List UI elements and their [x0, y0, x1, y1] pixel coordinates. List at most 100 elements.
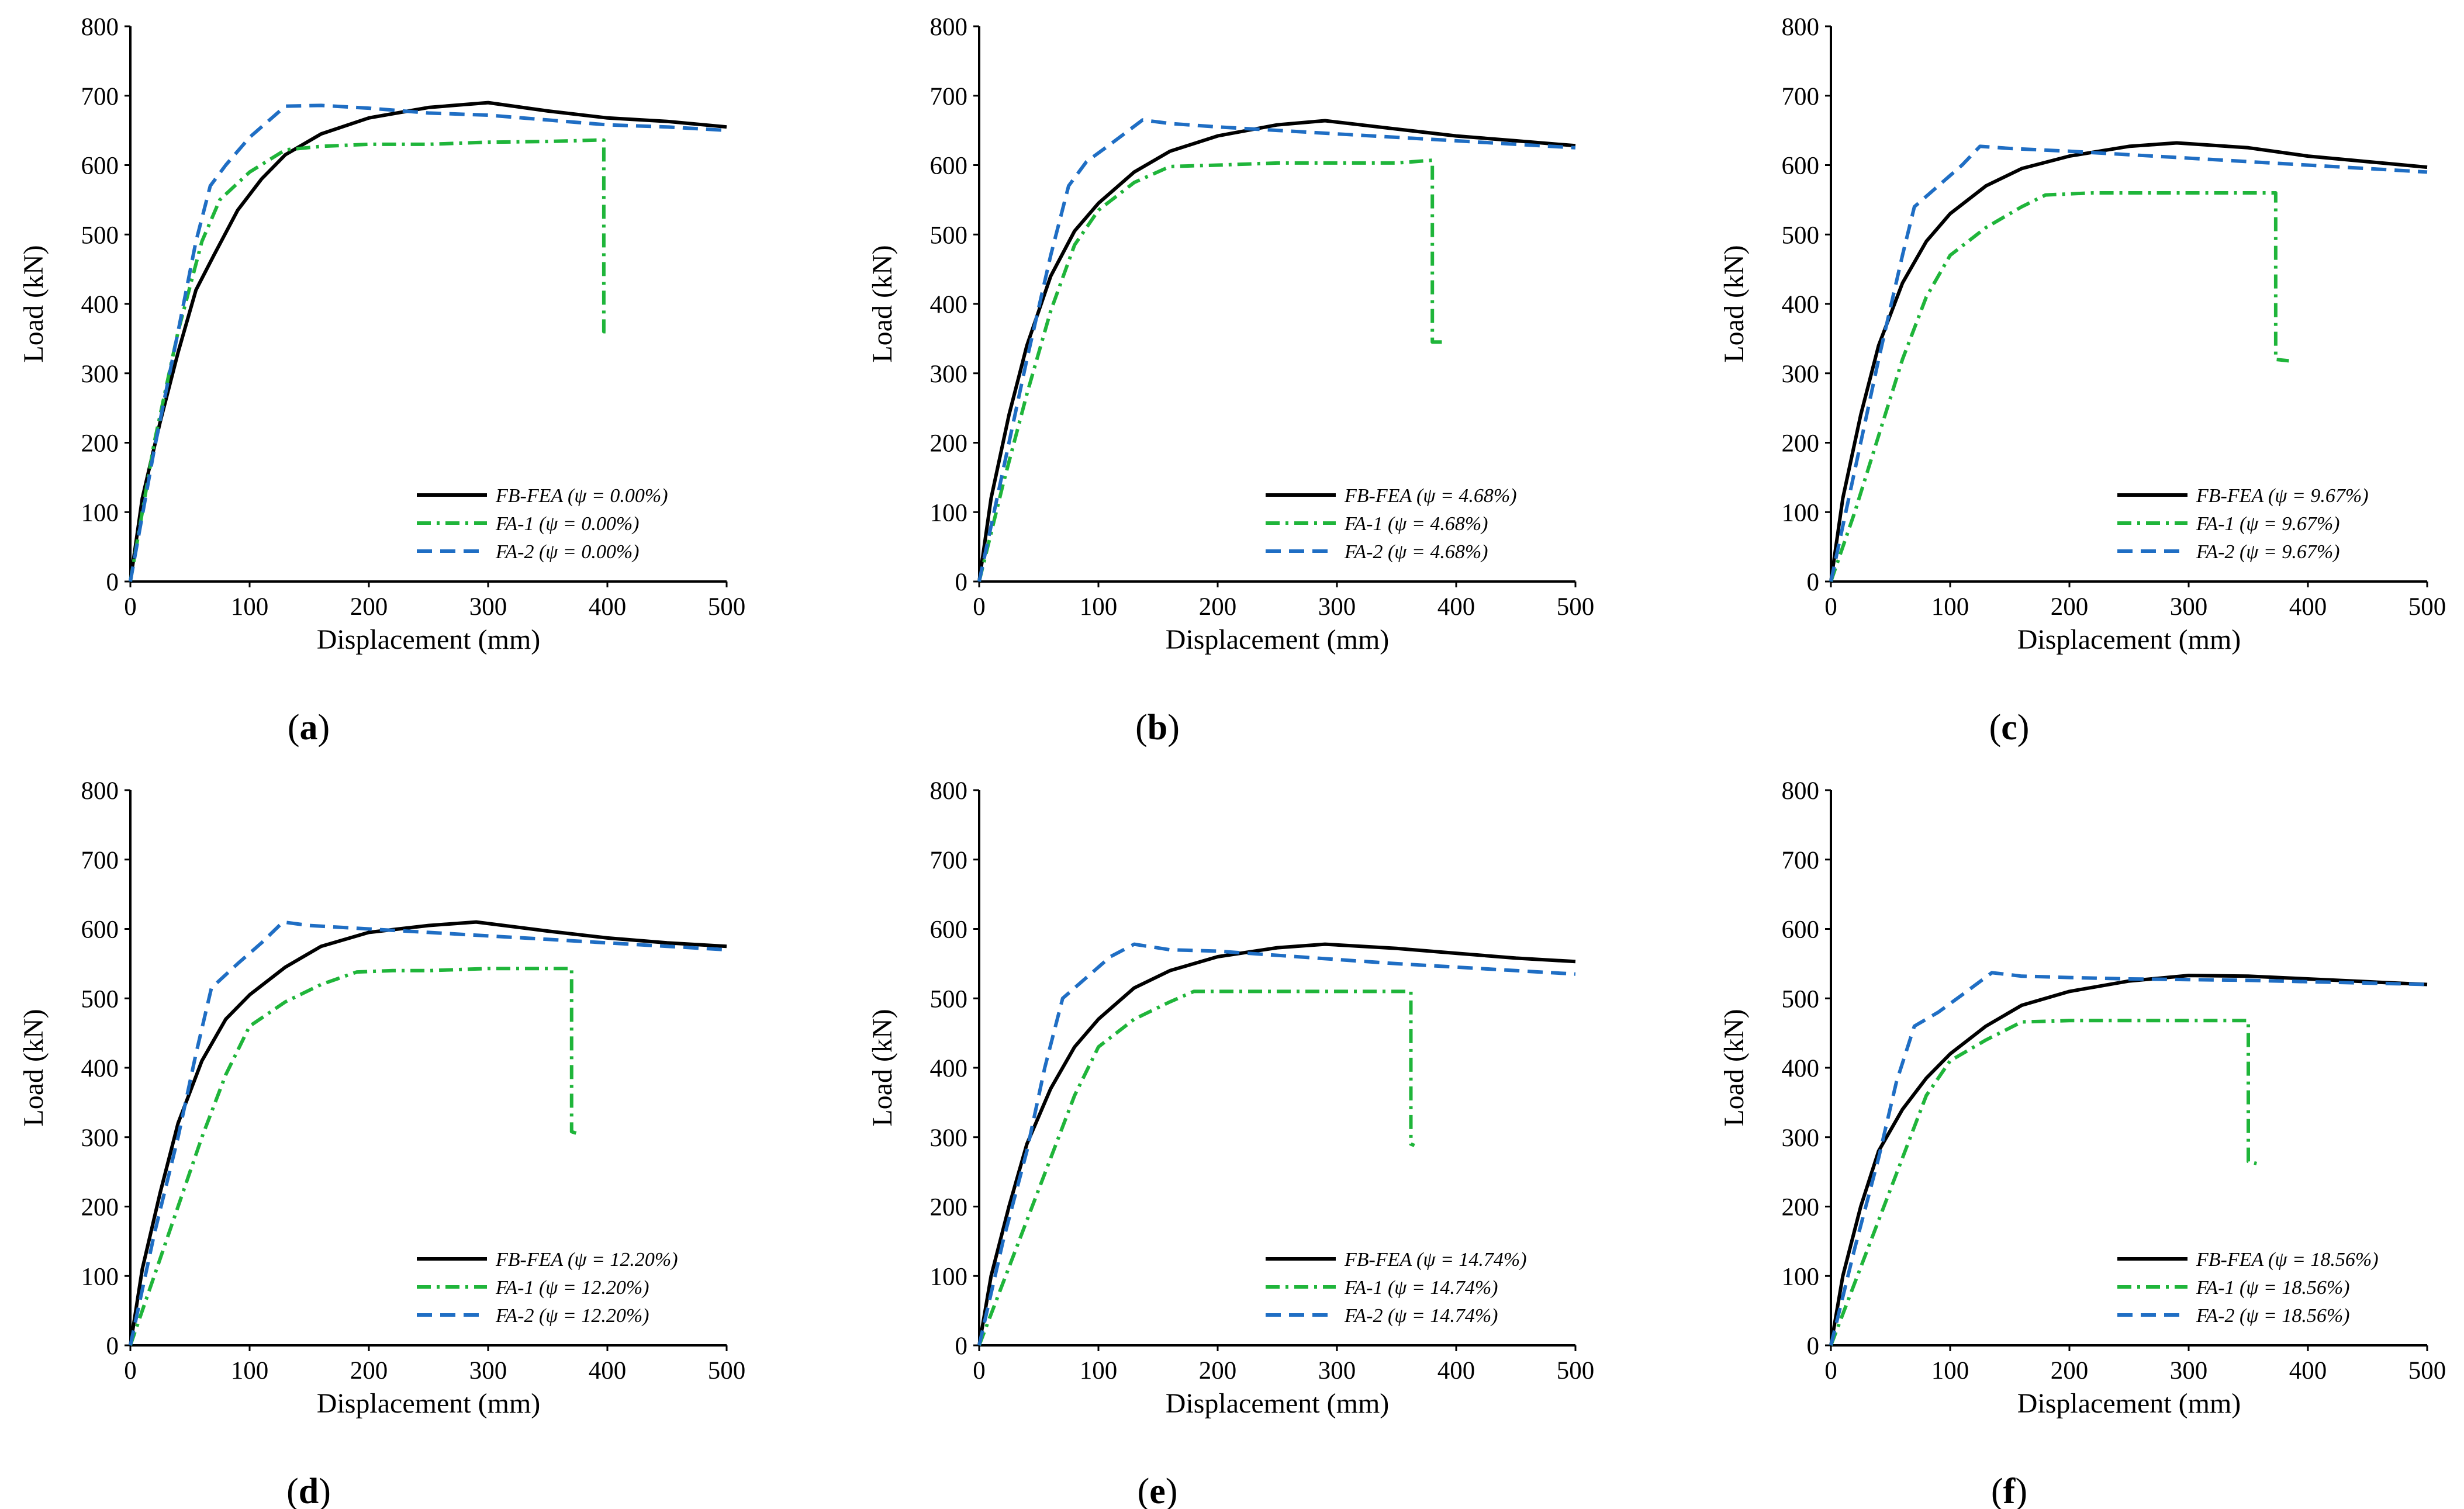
- y-tick-label: 200: [81, 430, 119, 458]
- y-tick-label: 0: [955, 569, 968, 596]
- x-tick-label: 200: [1199, 593, 1237, 621]
- y-tick-label: 300: [1782, 1124, 1820, 1152]
- legend-label: FB-FEA (ψ = 14.74%): [1344, 1249, 1527, 1271]
- x-tick-label: 100: [1931, 593, 1969, 621]
- y-axis-title: Load (kN): [18, 245, 49, 362]
- panel-label: (b): [1135, 708, 1180, 747]
- series-line-fa-2: [129, 103, 727, 582]
- y-tick-label: 500: [81, 985, 119, 1013]
- y-axis-title: Load (kN): [867, 1009, 898, 1126]
- legend: FB-FEA (ψ = 9.67%) FA-1 (ψ = 9.67%) FA-2 (…: [2117, 485, 2369, 563]
- series-line-fa-1: [977, 989, 1415, 1347]
- x-tick-label: 100: [1931, 1357, 1969, 1385]
- x-tick-label: 300: [2170, 1357, 2208, 1385]
- y-tick-label: 200: [930, 1194, 968, 1221]
- series-line-fa-1: [129, 138, 610, 582]
- legend-label: FA-1 (ψ = 9.67%): [2196, 513, 2340, 535]
- y-tick-label: 800: [81, 13, 119, 41]
- x-tick-label: 400: [589, 1357, 627, 1385]
- x-tick-label: 0: [1824, 593, 1837, 621]
- legend-label: FA-2 (ψ = 9.67%): [2196, 541, 2340, 563]
- series-line-fa-2: [977, 118, 1576, 582]
- legend: FB-FEA (ψ = 4.68%) FA-1 (ψ = 4.68%) FA-2 (…: [1266, 485, 1517, 563]
- y-tick-label: 800: [1782, 777, 1820, 805]
- y-tick-label: 200: [1782, 1194, 1820, 1221]
- y-tick-label: 500: [930, 221, 968, 249]
- x-tick-label: 300: [1318, 1357, 1356, 1385]
- y-tick-label: 500: [930, 985, 968, 1013]
- y-tick-label: 800: [930, 13, 968, 41]
- panel-label: (c): [1989, 708, 2030, 747]
- x-tick-label: 0: [973, 593, 986, 621]
- panel-label: (d): [286, 1472, 331, 1509]
- y-tick-label: 500: [1782, 985, 1820, 1013]
- series-line-fa-2: [1829, 971, 2428, 1346]
- series-line-fa-1: [1829, 191, 2289, 582]
- legend: FB-FEA (ψ = 14.74%) FA-1 (ψ = 14.74%) FA-2…: [1266, 1249, 1527, 1327]
- x-tick-label: 300: [2170, 593, 2208, 621]
- y-tick-label: 600: [930, 916, 968, 944]
- y-axis-title: Load (kN): [18, 1009, 49, 1126]
- x-tick-label: 200: [350, 1357, 388, 1385]
- y-tick-label: 700: [1782, 847, 1820, 874]
- panel-label: (e): [1138, 1472, 1178, 1509]
- chart-panel-f: 0 100 200 300 400 500 0 100 200 300 400 500 600 700 80…: [1719, 777, 2446, 1509]
- y-tick-label: 100: [81, 1263, 119, 1290]
- y-tick-label: 600: [930, 153, 968, 180]
- y-tick-label: 600: [81, 153, 119, 180]
- legend-label: FA-2 (ψ = 4.68%): [1344, 541, 1488, 563]
- legend: FB-FEA (ψ = 18.56%) FA-1 (ψ = 18.56%) FA-2…: [2117, 1249, 2379, 1327]
- legend: FB-FEA (ψ = 12.20%) FA-1 (ψ = 12.20%) FA-2…: [417, 1249, 678, 1327]
- legend-label: FA-1 (ψ = 18.56%): [2196, 1277, 2350, 1299]
- series-line-fa-2: [129, 920, 727, 1346]
- legend-label: FA-2 (ψ = 18.56%): [2196, 1305, 2350, 1327]
- y-tick-label: 0: [106, 1333, 119, 1360]
- legend: FB-FEA (ψ = 0.00%) FA-1 (ψ = 0.00%) FA-2 (…: [417, 485, 668, 563]
- series-line-fb-fea: [129, 101, 727, 582]
- series-line-fa-1: [129, 967, 578, 1346]
- y-tick-label: 200: [1782, 430, 1820, 458]
- y-tick-label: 200: [930, 430, 968, 458]
- y-tick-label: 400: [1782, 1055, 1820, 1082]
- x-axis-title: Displacement (mm): [317, 624, 541, 655]
- legend-label: FA-2 (ψ = 12.20%): [495, 1305, 649, 1327]
- y-tick-label: 600: [81, 916, 119, 944]
- legend-label: FA-1 (ψ = 14.74%): [1344, 1277, 1498, 1299]
- legend-label: FA-1 (ψ = 0.00%): [495, 513, 640, 535]
- x-tick-label: 400: [1437, 1357, 1475, 1385]
- x-tick-label: 100: [1080, 1357, 1118, 1385]
- series-line-fb-fea: [1829, 141, 2428, 582]
- x-tick-label: 300: [469, 1357, 507, 1385]
- y-tick-label: 800: [1782, 13, 1820, 41]
- legend-label: FB-FEA (ψ = 12.20%): [495, 1249, 678, 1271]
- x-tick-label: 400: [1437, 593, 1475, 621]
- series-line-fa-1: [1829, 1019, 2258, 1347]
- y-tick-label: 0: [106, 569, 119, 596]
- legend-label: FA-2 (ψ = 14.74%): [1344, 1305, 1498, 1327]
- series-line-fb-fea: [129, 920, 727, 1346]
- y-tick-label: 100: [1782, 499, 1820, 527]
- x-tick-label: 400: [2289, 593, 2327, 621]
- x-tick-label: 500: [2408, 593, 2446, 621]
- y-tick-label: 100: [930, 499, 968, 527]
- series-line-fa-1: [977, 158, 1442, 582]
- x-tick-label: 0: [124, 593, 137, 621]
- x-tick-label: 500: [1557, 593, 1595, 621]
- series-line-fa-2: [1829, 144, 2428, 582]
- y-tick-label: 100: [930, 1263, 968, 1290]
- x-tick-label: 200: [2051, 593, 2089, 621]
- y-tick-label: 200: [81, 1194, 119, 1221]
- x-tick-label: 500: [708, 1357, 746, 1385]
- x-tick-label: 200: [1199, 1357, 1237, 1385]
- y-tick-label: 0: [1807, 569, 1820, 596]
- series-line-fa-2: [977, 942, 1576, 1346]
- y-tick-label: 800: [930, 777, 968, 805]
- legend-label: FB-FEA (ψ = 0.00%): [495, 485, 668, 507]
- legend-label: FA-1 (ψ = 12.20%): [495, 1277, 649, 1299]
- y-tick-label: 400: [1782, 291, 1820, 319]
- x-tick-label: 300: [469, 593, 507, 621]
- y-tick-label: 600: [1782, 153, 1820, 180]
- y-axis-title: Load (kN): [1719, 245, 1750, 362]
